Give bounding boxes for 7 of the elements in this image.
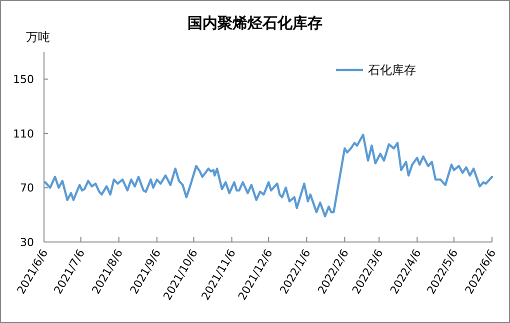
y-tick-label: 70 <box>20 182 34 195</box>
chart-title: 国内聚烯烃石化库存 <box>188 14 322 32</box>
legend-label: 石化库存 <box>368 63 416 77</box>
y-tick-label: 110 <box>13 127 34 140</box>
y-tick-label: 30 <box>20 236 34 249</box>
y-axis-title: 万吨 <box>26 30 50 44</box>
y-tick-label: 150 <box>13 73 34 86</box>
